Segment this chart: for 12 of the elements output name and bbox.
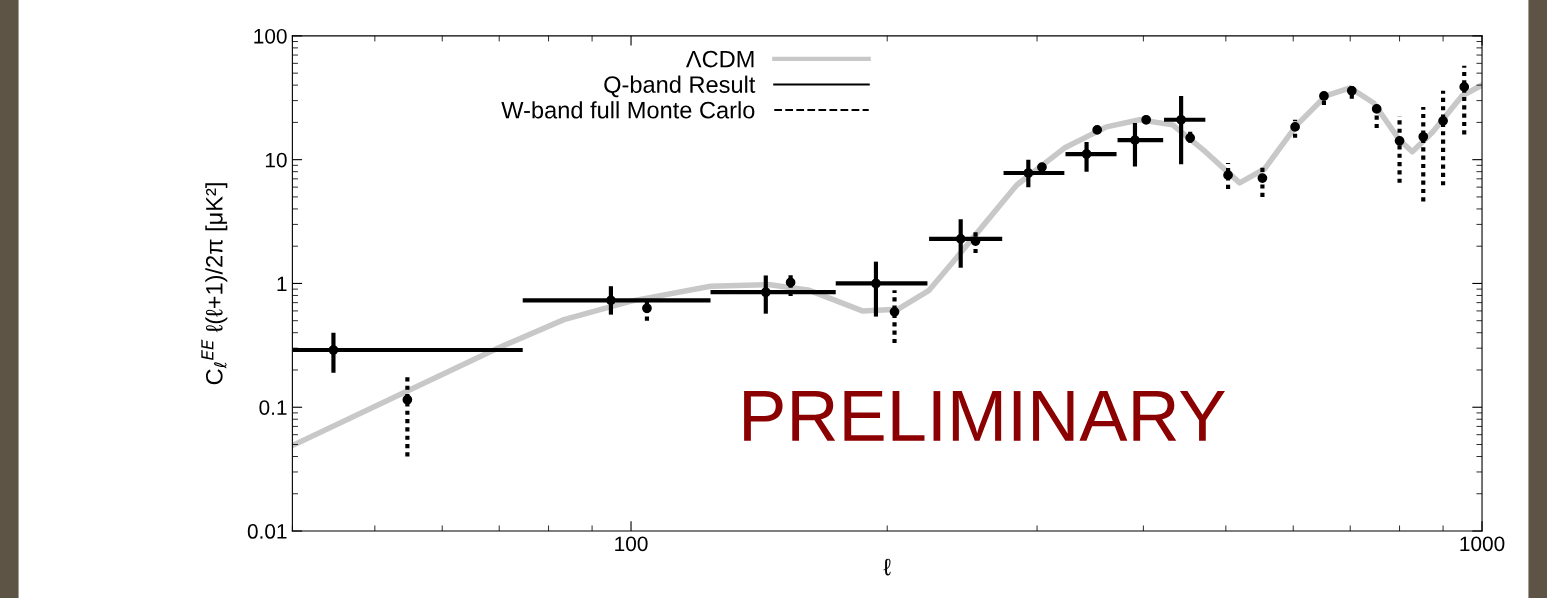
legend-label: ΛCDM <box>685 50 754 68</box>
y-axis-title: C$_{ℓ}$$^{EE}$ ℓ(ℓ+1)/2π [μK²] <box>201 183 228 385</box>
x-tick-label: 1000 <box>1460 536 1505 552</box>
x-axis-title: ℓ <box>883 558 891 576</box>
y-tick-label: 1 <box>277 276 287 291</box>
annotation: PRELIMINARY <box>744 391 1225 441</box>
y-tick-label: 100 <box>254 28 287 44</box>
legend-label: W-band full Monte Carlo <box>501 101 755 119</box>
y-tick-label: 0.1 <box>259 400 287 415</box>
legend-label: Q-band Result <box>604 75 756 98</box>
y-tick-label: 10 <box>265 152 287 168</box>
y-tick-label: 0.01 <box>247 524 287 539</box>
